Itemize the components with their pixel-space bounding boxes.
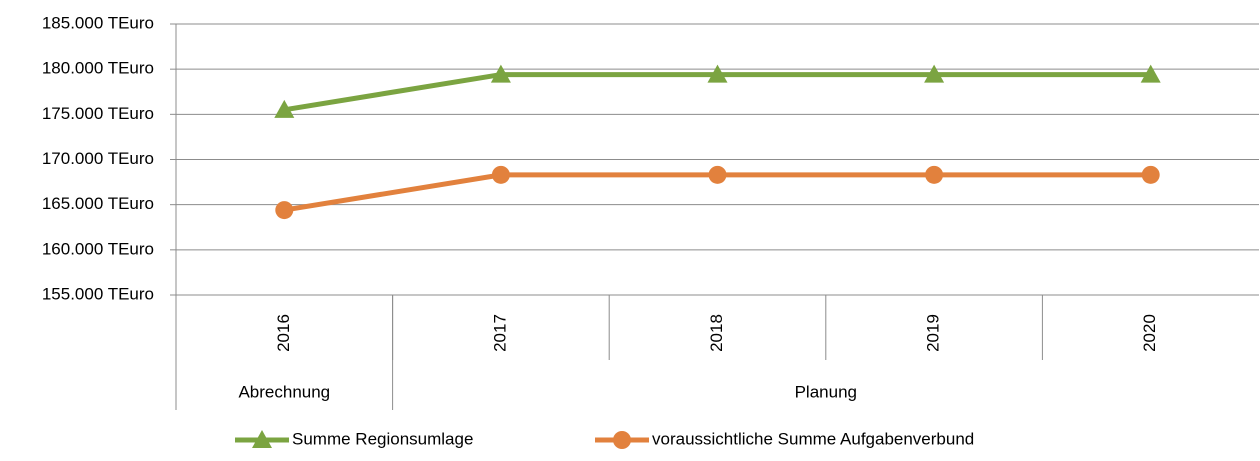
x-tick-label: 2018 [707, 314, 726, 352]
data-point [1141, 165, 1160, 184]
legend-marker [252, 430, 272, 448]
y-tick-label: 175.000 TEuro [42, 104, 154, 123]
y-tick-label: 180.000 TEuro [42, 59, 154, 78]
group-label: Abrechnung [238, 382, 330, 401]
y-tick-label: 160.000 TEuro [42, 239, 154, 258]
data-point [490, 64, 511, 83]
x-tick-label: 2019 [924, 314, 943, 352]
x-tick-label: 2020 [1140, 314, 1159, 352]
data-point [491, 165, 510, 184]
data-point [1140, 64, 1161, 83]
data-point [707, 64, 728, 83]
y-tick-label: 155.000 TEuro [42, 284, 154, 303]
data-point [925, 165, 944, 184]
y-tick-label: 165.000 TEuro [42, 194, 154, 213]
data-point [275, 201, 294, 220]
y-tick-label: 185.000 TEuro [42, 13, 154, 32]
legend-label: Summe Regionsumlage [292, 429, 473, 448]
data-point [708, 165, 727, 184]
x-tick-label: 2016 [274, 314, 293, 352]
data-point [924, 64, 945, 83]
y-tick-label: 170.000 TEuro [42, 149, 154, 168]
data-point [274, 99, 295, 118]
legend-label: voraussichtliche Summe Aufgabenverbund [652, 429, 974, 448]
x-tick-label: 2017 [490, 314, 509, 352]
legend-marker [613, 431, 631, 449]
group-label: Planung [795, 382, 857, 401]
